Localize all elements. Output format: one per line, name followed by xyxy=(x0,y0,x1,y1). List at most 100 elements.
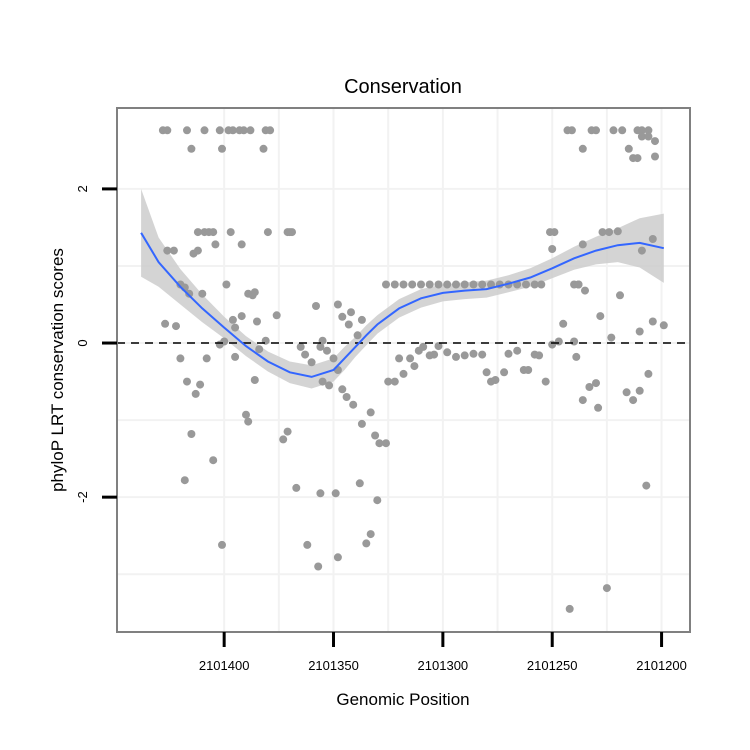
data-point xyxy=(607,333,616,342)
data-point xyxy=(578,396,587,405)
data-point xyxy=(605,228,614,237)
data-point xyxy=(312,302,320,310)
data-point xyxy=(215,126,224,135)
data-point xyxy=(220,337,229,346)
y-axis: -2 0 2 xyxy=(75,185,117,503)
data-point xyxy=(524,366,533,374)
y-tick-label: 2 xyxy=(75,185,90,192)
data-point xyxy=(559,319,568,328)
data-point xyxy=(237,312,246,321)
data-point xyxy=(316,342,325,351)
data-point xyxy=(578,144,587,153)
data-point xyxy=(169,246,178,255)
data-point xyxy=(609,126,618,135)
data-point xyxy=(651,137,659,146)
data-point xyxy=(318,377,327,386)
data-point xyxy=(338,312,347,321)
data-point xyxy=(572,352,581,361)
data-point xyxy=(642,481,651,490)
data-point xyxy=(390,377,399,386)
data-point xyxy=(253,317,261,326)
data-point xyxy=(193,246,202,255)
data-point xyxy=(279,435,288,444)
data-point xyxy=(202,354,211,363)
data-point xyxy=(183,377,191,386)
data-point xyxy=(452,352,460,361)
data-point xyxy=(382,439,390,448)
chart-title: Conservation xyxy=(344,76,462,98)
data-point xyxy=(222,280,231,289)
data-point xyxy=(218,144,226,153)
data-point xyxy=(357,315,366,324)
data-point xyxy=(362,539,371,548)
data-point xyxy=(469,349,478,358)
data-point xyxy=(196,380,205,389)
fit-line-layer xyxy=(140,232,665,378)
data-point xyxy=(482,368,491,377)
data-point xyxy=(399,369,408,378)
data-point xyxy=(200,126,209,135)
data-point xyxy=(535,351,544,360)
data-point xyxy=(176,354,185,363)
data-point xyxy=(637,126,646,135)
data-point xyxy=(314,562,323,571)
data-point xyxy=(180,476,189,485)
data-point xyxy=(347,308,355,317)
data-point xyxy=(659,321,668,330)
data-point xyxy=(187,144,196,153)
data-point xyxy=(239,126,248,135)
data-point xyxy=(443,280,452,289)
data-point xyxy=(209,456,218,465)
data-point xyxy=(250,376,259,384)
data-point xyxy=(338,385,347,394)
data-point xyxy=(209,228,218,237)
data-point xyxy=(425,280,434,289)
data-point xyxy=(644,369,653,378)
data-point xyxy=(629,396,638,405)
data-point xyxy=(417,280,425,289)
data-point xyxy=(574,280,583,289)
data-point xyxy=(266,126,275,135)
data-point xyxy=(598,228,607,237)
x-tick-label: 2101300 xyxy=(418,658,469,673)
data-point xyxy=(333,553,342,562)
x-tick-label: 2101200 xyxy=(636,658,687,673)
data-point xyxy=(242,410,250,419)
data-point xyxy=(644,126,653,135)
data-point xyxy=(637,132,646,141)
data-point xyxy=(567,126,576,135)
data-point xyxy=(410,362,419,371)
data-point xyxy=(283,427,292,436)
data-point xyxy=(185,289,194,298)
x-axis-label: Genomic Position xyxy=(336,690,469,709)
data-point xyxy=(460,280,469,289)
data-point xyxy=(250,288,259,297)
data-point xyxy=(231,352,240,361)
data-point xyxy=(172,322,180,331)
data-point xyxy=(399,280,408,289)
data-point xyxy=(633,154,642,163)
data-point xyxy=(581,286,589,295)
y-axis-label: phyloP LRT conservation scores xyxy=(48,248,67,492)
data-point xyxy=(648,235,657,243)
data-point xyxy=(355,479,364,488)
data-point xyxy=(375,439,384,448)
data-point xyxy=(323,346,331,355)
data-point xyxy=(554,337,563,346)
data-point xyxy=(594,403,603,412)
data-point xyxy=(187,430,196,438)
data-point xyxy=(161,319,170,328)
data-point xyxy=(246,126,255,135)
data-point xyxy=(333,300,342,309)
data-point xyxy=(637,246,646,255)
x-tick-label: 2101400 xyxy=(199,658,250,673)
data-point xyxy=(635,327,644,336)
data-point xyxy=(288,228,296,237)
data-point xyxy=(366,530,375,539)
data-point xyxy=(353,331,362,340)
data-point xyxy=(237,240,246,249)
data-point xyxy=(565,604,574,613)
data-point xyxy=(618,126,627,135)
data-point xyxy=(622,388,631,397)
